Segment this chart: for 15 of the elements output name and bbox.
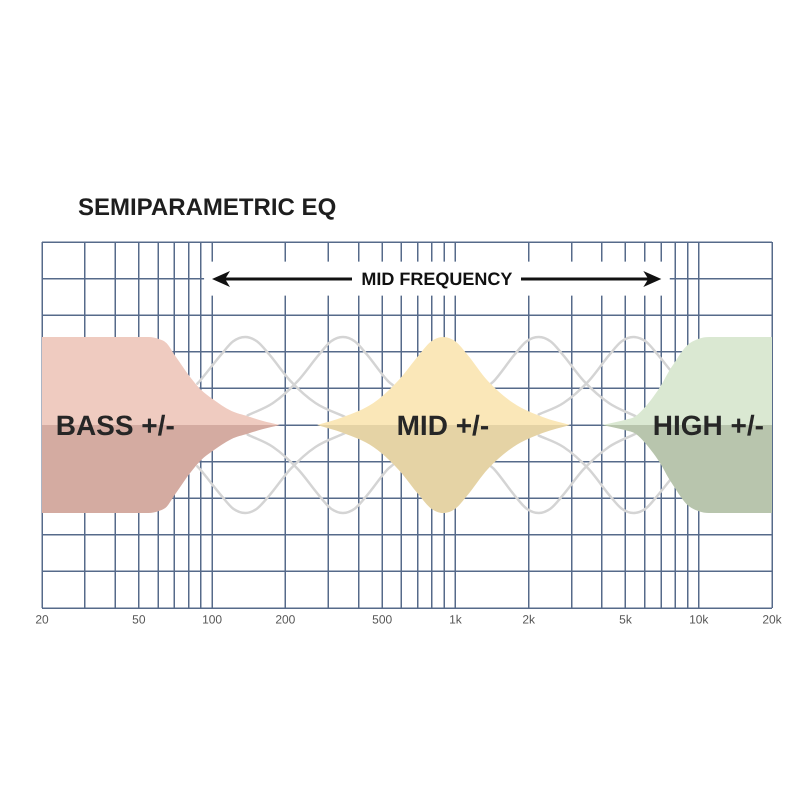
series-label: HIGH +/- (652, 410, 764, 441)
x-tick-label: 100 (202, 612, 222, 627)
x-tick-label: 5k (619, 612, 633, 627)
chart-title: SEMIPARAMETRIC EQ (78, 194, 336, 221)
series-label: BASS +/- (56, 410, 175, 441)
x-tick-label: 10k (689, 612, 710, 627)
x-tick-label: 20 (35, 612, 49, 627)
series-label: MID +/- (396, 410, 490, 441)
x-tick-label: 1k (449, 612, 463, 627)
x-tick-label: 2k (522, 612, 536, 627)
x-tick-label: 200 (275, 612, 296, 627)
text: MID FREQUENCY (361, 269, 512, 290)
x-tick-label: 20k (762, 612, 783, 627)
x-tick-label: 50 (132, 612, 146, 627)
x-tick-label: 500 (372, 612, 392, 627)
